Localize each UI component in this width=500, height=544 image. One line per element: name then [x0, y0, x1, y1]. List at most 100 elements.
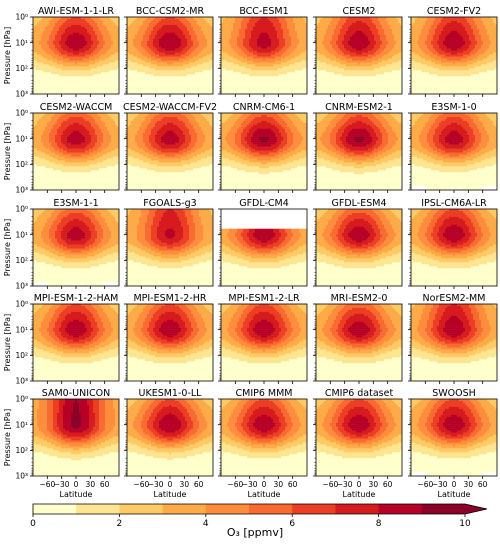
contour-cell — [177, 21, 179, 23]
contour-cell — [81, 33, 83, 35]
contour-cell — [67, 37, 69, 39]
contour-cell — [63, 23, 65, 25]
contour-cell — [149, 25, 151, 27]
contour-cell — [131, 27, 133, 29]
contour-cell — [113, 23, 115, 25]
contour-cell — [187, 25, 189, 27]
contour-cell — [185, 21, 187, 23]
contour-cell — [111, 64, 113, 66]
contour-cell — [63, 60, 65, 62]
contour-cell — [91, 60, 93, 62]
contour-cell — [101, 39, 103, 41]
contour-cell — [97, 21, 99, 23]
contour-cell — [93, 35, 95, 37]
contour-cell — [157, 21, 159, 23]
contour-cell — [47, 53, 49, 55]
contour-cell — [87, 39, 89, 41]
contour-cell — [83, 86, 85, 88]
contour-cell — [113, 58, 115, 60]
contour-cell — [83, 64, 85, 66]
contour-cell — [113, 25, 115, 27]
contour-cell — [83, 74, 85, 76]
contour-cell — [115, 80, 117, 82]
contour-cell — [163, 23, 165, 25]
contour-cell — [43, 90, 45, 92]
contour-cell — [77, 43, 79, 45]
contour-cell — [53, 88, 55, 90]
contour-cell — [201, 21, 203, 23]
contour-cell — [49, 80, 51, 82]
contour-cell — [85, 23, 87, 25]
contour-cell — [137, 21, 139, 23]
contour-cell — [151, 25, 153, 27]
contour-cell — [63, 74, 65, 76]
contour-cell — [103, 60, 105, 62]
contour-cell — [45, 45, 47, 47]
contour-cell — [111, 70, 113, 72]
contour-cell — [53, 80, 55, 82]
contour-cell — [79, 78, 81, 80]
contour-cell — [49, 74, 51, 76]
contour-cell — [97, 41, 99, 43]
contour-cell — [73, 68, 75, 70]
contour-cell — [67, 70, 69, 72]
contour-cell — [105, 43, 107, 45]
contour-cell — [99, 84, 101, 86]
contour-cell — [57, 29, 59, 31]
contour-cell — [109, 90, 111, 92]
contour-cell — [45, 47, 47, 49]
contour-cell — [35, 29, 37, 31]
contour-cell — [89, 70, 91, 72]
contour-cell — [39, 53, 41, 55]
contour-cell — [85, 66, 87, 68]
contour-cell — [49, 37, 51, 39]
contour-cell — [61, 51, 63, 53]
contour-cell — [101, 78, 103, 80]
contour-cell — [113, 80, 115, 82]
contour-cell — [113, 47, 115, 49]
contour-cell — [105, 62, 107, 64]
contour-cell — [89, 60, 91, 62]
contour-cell — [97, 56, 99, 58]
contour-cell — [95, 31, 97, 33]
contour-cell — [55, 29, 57, 31]
contour-cell — [183, 21, 185, 23]
contour-cell — [115, 27, 117, 29]
contour-cell — [95, 29, 97, 31]
contour-cell — [167, 23, 169, 25]
contour-cell — [39, 84, 41, 86]
contour-cell — [101, 29, 103, 31]
contour-cell — [103, 86, 105, 88]
contour-cell — [35, 33, 37, 35]
contour-cell — [83, 49, 85, 51]
contour-cell — [99, 82, 101, 84]
contour-cell — [43, 25, 45, 27]
contour-cell — [169, 21, 171, 23]
contour-cell — [37, 80, 39, 82]
contour-cell — [53, 58, 55, 60]
contour-cell — [151, 21, 153, 23]
contour-cell — [107, 86, 109, 88]
contour-cell — [63, 31, 65, 33]
contour-cell — [37, 68, 39, 70]
contour-cell — [83, 41, 85, 43]
contour-cell — [171, 23, 173, 25]
contour-cell — [109, 74, 111, 76]
contour-cell — [61, 68, 63, 70]
contour-cell — [53, 64, 55, 66]
contour-cell — [35, 64, 37, 66]
contour-cell — [81, 35, 83, 37]
contour-cell — [53, 35, 55, 37]
contour-cell — [61, 25, 63, 27]
contour-cell — [161, 19, 163, 21]
contour-cell — [91, 51, 93, 53]
contour-cell — [111, 21, 113, 23]
contour-cell — [61, 47, 63, 49]
contour-cell — [147, 19, 149, 21]
contour-cell — [57, 86, 59, 88]
contour-cell — [69, 27, 71, 29]
contour-cell — [89, 78, 91, 80]
contour-cell — [41, 72, 43, 74]
contour-cell — [49, 35, 51, 37]
